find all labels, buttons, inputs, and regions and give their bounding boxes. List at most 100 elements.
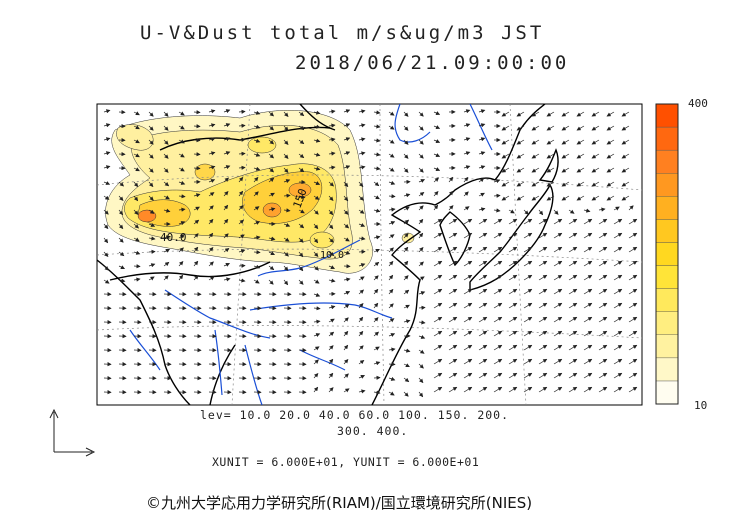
wind-arrow [403,363,410,368]
wind-arrow [388,234,395,239]
wind-arrow [501,167,510,173]
wind-arrow [463,151,471,156]
wind-arrow [238,278,246,283]
wind-arrow [103,137,111,142]
wind-arrow [463,165,471,170]
wind-arrow [478,177,485,183]
wind-arrow [358,195,364,201]
wind-arrow [118,251,125,257]
wind-arrow [508,386,518,393]
wind-arrow [388,303,394,309]
wind-arrow [223,123,231,128]
wind-arrow [433,386,443,393]
wind-arrow [148,153,154,159]
wind-arrow [613,288,623,295]
wind-arrow [373,181,380,187]
colorbar-swatch [655,149,679,174]
wind-arrow [433,204,439,211]
wind-arrow [478,137,486,142]
wind-arrow [463,274,473,281]
wind-arrow [598,316,608,323]
wind-arrow [238,123,246,128]
wind-arrow [463,358,473,365]
wind-arrow [628,274,638,281]
wind-arrow [478,207,486,212]
wind-arrow [298,223,305,229]
wind-arrow [598,330,608,337]
wind-arrow [133,250,141,255]
wind-arrow [313,251,319,258]
wind-arrow [103,181,111,185]
wind-arrow [418,125,424,131]
wind-arrow [403,275,409,281]
wind-arrow [148,139,154,145]
colorbar-swatch [655,126,679,151]
wind-arrow [598,246,608,253]
wind-arrow [238,109,246,114]
wind-arrow [178,247,184,253]
wind-arrow [238,219,245,225]
wind-arrow [553,386,563,393]
wind-arrow [373,331,380,337]
wind-arrow [478,288,488,295]
wind-arrow [523,302,533,309]
wind-arrow [591,181,600,187]
wind-arrow [568,288,578,295]
wind-arrow [516,111,525,117]
wind-arrow [268,207,276,212]
wind-arrow [328,123,336,128]
wind-arrow [373,166,381,171]
wind-arrow [238,176,244,183]
wind-arrow [508,246,518,253]
wind-arrow [268,153,275,159]
wind-arrow [418,334,426,339]
wind-arrow [208,261,214,267]
wind-arrow [478,386,488,393]
wind-arrow [478,358,488,365]
wind-arrow [583,316,593,323]
wind-arrow [493,288,503,295]
wind-arrow [523,209,529,215]
wind-arrow [418,111,424,117]
wind-arrow [516,167,525,173]
wind-arrow [568,218,578,225]
wind-arrow [433,139,441,143]
wind-arrow [621,125,630,131]
wind-arrow [583,372,593,379]
wind-arrow [178,125,185,130]
wind-arrow [433,260,443,267]
wind-arrow [328,109,336,114]
wind-arrow [418,320,426,325]
wind-arrow [531,195,540,201]
wind-arrow [208,276,215,281]
wind-arrow [418,305,426,310]
wind-arrow [403,348,411,353]
wind-arrow [433,218,443,225]
wind-arrow [388,221,396,225]
wind-arrow [448,176,454,183]
wind-arrow [313,195,320,200]
colorbar-swatch [655,357,679,382]
wind-arrow [493,260,503,267]
wind-arrow [576,167,585,173]
vector-units: XUNIT = 6.000E+01, YUNIT = 6.000E+01 [212,455,480,469]
wind-arrow [463,344,473,351]
wind-arrow [208,205,214,211]
wind-arrow [493,232,503,239]
wind-arrow [193,124,201,129]
colorbar-swatch [655,265,679,289]
colorbar-swatch [655,334,679,359]
wind-arrow [163,167,169,173]
wind-arrow [148,236,156,241]
wind-arrow [606,125,615,131]
wind-arrow [523,386,533,393]
wind-arrow [163,181,170,187]
wind-arrow [148,125,154,131]
wind-arrow [253,124,261,129]
wind-arrow [538,246,548,253]
wind-arrow [403,304,410,309]
wind-arrow [283,265,289,272]
wind-arrow [238,137,246,142]
wind-arrow [463,176,469,183]
wind-arrow [208,232,214,239]
